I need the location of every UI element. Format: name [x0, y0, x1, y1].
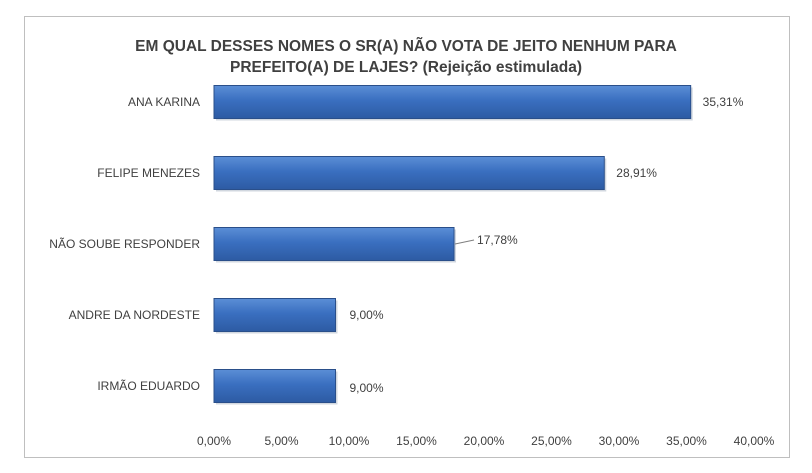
x-tick-label: 30,00%	[599, 434, 640, 448]
x-tick-label: 40,00%	[734, 434, 775, 448]
x-tick-label: 20,00%	[464, 434, 505, 448]
data-label: 17,78%	[477, 233, 518, 247]
x-tick-label: 25,00%	[531, 434, 572, 448]
data-label: 28,91%	[616, 166, 657, 180]
category-label: ANDRE DA NORDESTE	[69, 308, 200, 322]
bars-layer	[213, 85, 693, 405]
bar	[213, 369, 336, 403]
chart-title-line-2: PREFEITO(A) DE LAJES? (Rejeição estimula…	[230, 59, 582, 76]
axis-layer: 0,00% 5,00% 10,00% 15,00% 20,00% 25,00% 30,00%…	[197, 434, 775, 448]
x-tick-label: 35,00%	[666, 434, 707, 448]
x-tick-label: 15,00%	[396, 434, 437, 448]
leader-line	[454, 239, 475, 245]
category-label: IRMÃO EDUARDO	[97, 379, 200, 393]
bar	[213, 298, 336, 332]
data-label: 9,00%	[350, 381, 384, 395]
bar	[213, 227, 455, 261]
data-label: 35,31%	[703, 95, 744, 109]
labels-layer: ANA KARINA 35,31% FELIPE MENEZES 28,91% NÃO …	[49, 95, 743, 395]
bar	[213, 85, 692, 119]
chart-title: EM QUAL DESSES NOMES O SR(A) NÃO VOTA DE…	[0, 36, 812, 78]
category-label: ANA KARINA	[128, 95, 200, 109]
x-tick-label: 10,00%	[329, 434, 370, 448]
chart-title-line-1: EM QUAL DESSES NOMES O SR(A) NÃO VOTA DE…	[135, 38, 677, 55]
data-label: 9,00%	[350, 308, 384, 322]
category-label: NÃO SOUBE RESPONDER	[49, 237, 200, 251]
x-tick-label: 0,00%	[197, 434, 231, 448]
x-tick-label: 5,00%	[264, 434, 298, 448]
category-label: FELIPE MENEZES	[97, 166, 200, 180]
bar	[213, 156, 605, 190]
